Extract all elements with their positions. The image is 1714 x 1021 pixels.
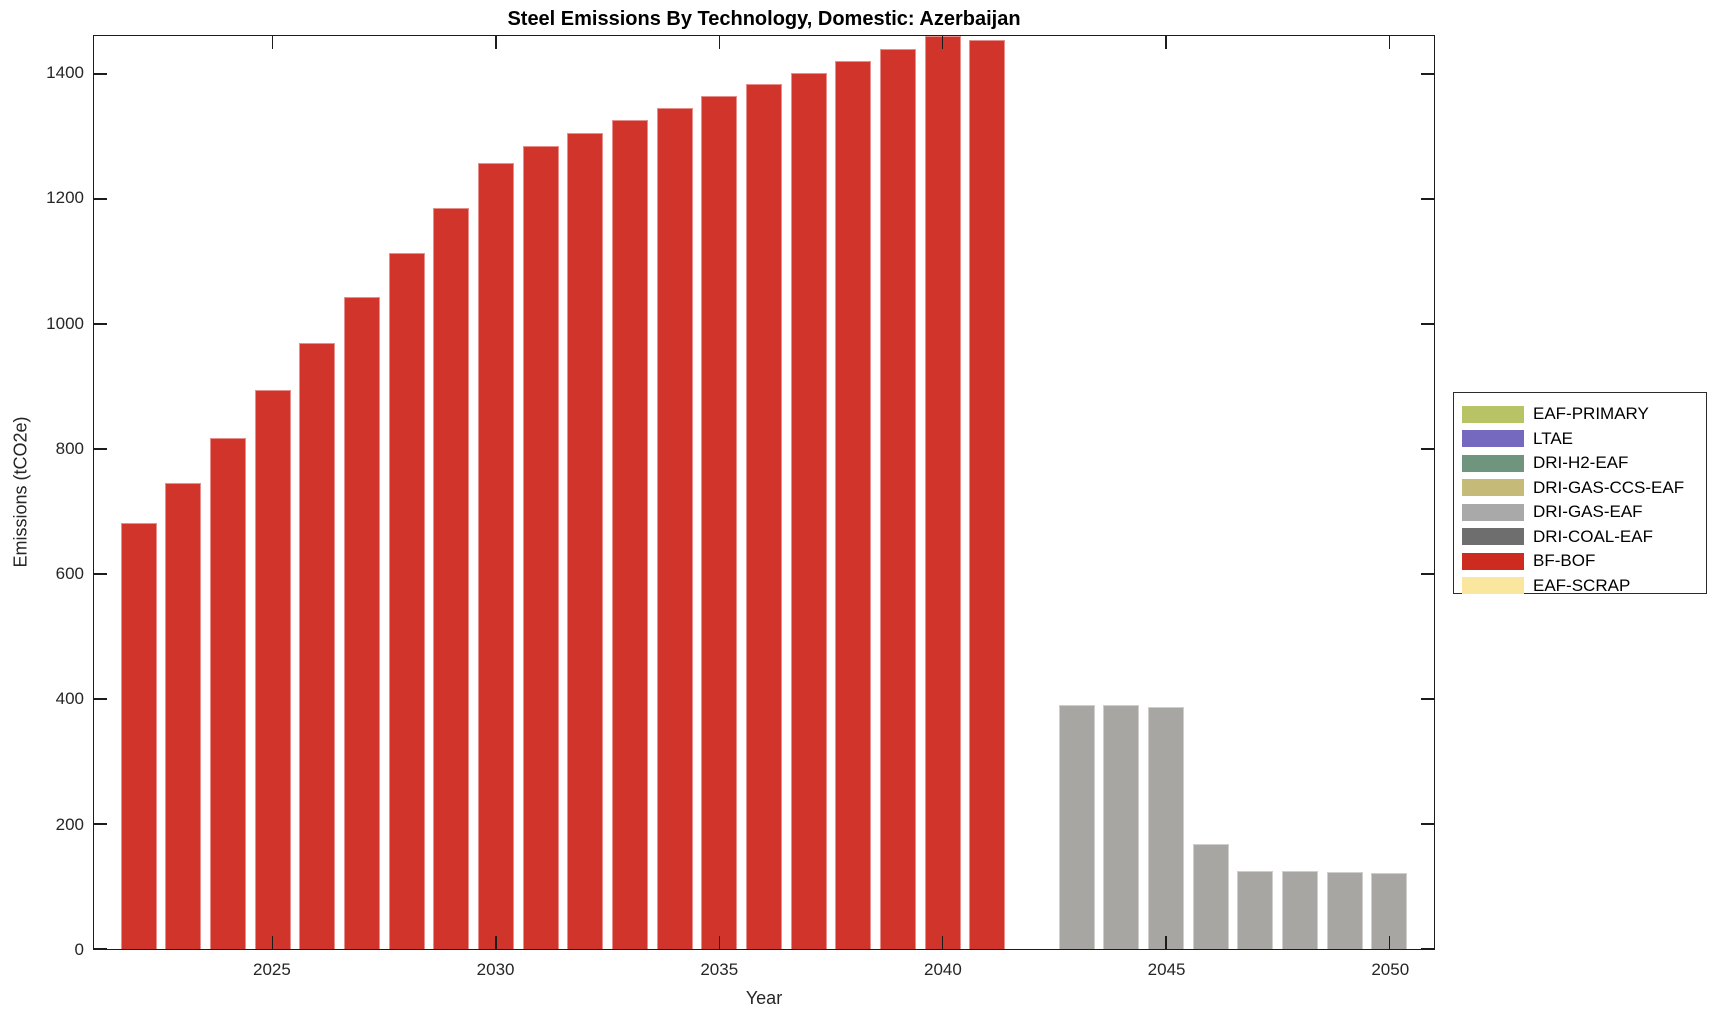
legend-label: EAF-PRIMARY (1533, 404, 1649, 424)
bar-DRI-GAS-EAF-2050 (1371, 873, 1408, 949)
y-tick (94, 823, 107, 825)
x-tick (495, 936, 497, 949)
y-tick-label: 1000 (46, 313, 84, 333)
y-tick (94, 198, 107, 200)
x-tick (718, 936, 721, 949)
chart-title: Steel Emissions By Technology, Domestic:… (507, 8, 1021, 30)
bar-BF-BOF-2039 (880, 49, 916, 949)
bar-DRI-GAS-EAF-2047 (1237, 870, 1274, 949)
legend-swatch (1462, 454, 1524, 472)
legend-label: DRI-H2-EAF (1533, 453, 1629, 473)
legend-item: EAF-PRIMARY (1462, 402, 1706, 427)
bar-BF-BOF-2038 (835, 61, 872, 949)
y-tick (94, 448, 107, 450)
bar-DRI-GAS-EAF-2049 (1326, 872, 1363, 949)
legend-item: DRI-H2-EAF (1462, 451, 1706, 476)
legend-label: EAF-SCRAP (1533, 575, 1631, 595)
y-tick (1421, 948, 1434, 950)
x-tick-label: 2040 (924, 960, 962, 979)
bar-DRI-GAS-EAF-2043 (1058, 704, 1095, 949)
legend-label: BF-BOF (1533, 551, 1596, 571)
y-tick-label: 600 (55, 564, 84, 584)
legend-item: LTAE (1462, 427, 1706, 452)
legend-swatch (1462, 479, 1524, 497)
bar-BF-BOF-2027 (344, 296, 380, 949)
x-tick (1388, 36, 1391, 49)
x-tick (271, 936, 274, 949)
x-tick (1165, 36, 1167, 49)
y-tick (1421, 823, 1434, 825)
y-tick (1421, 73, 1434, 75)
bar-BF-BOF-2025 (254, 390, 291, 949)
y-tick (94, 948, 107, 950)
y-tick-label: 200 (55, 814, 84, 834)
bar-DRI-GAS-EAF-2048 (1282, 870, 1318, 949)
x-tick (1388, 936, 1391, 949)
x-tick-label: 2035 (700, 960, 739, 979)
legend-item: DRI-GAS-EAF (1462, 500, 1706, 525)
y-tick (94, 698, 107, 700)
legend: EAF-PRIMARY LTAE DRI-H2-EAF DRI-GAS-CCS-EAF… (1453, 392, 1707, 595)
y-tick (1421, 573, 1434, 575)
bar-BF-BOF-2034 (656, 107, 693, 949)
y-tick (1421, 448, 1434, 450)
x-tick (271, 36, 274, 49)
legend-swatch (1462, 503, 1524, 521)
legend-label: DRI-GAS-EAF (1533, 502, 1643, 522)
legend-item: DRI-GAS-CCS-EAF (1462, 476, 1706, 501)
bar-BF-BOF-2028 (388, 252, 425, 949)
legend-swatch (1462, 552, 1524, 570)
x-tick (941, 36, 944, 49)
legend-swatch (1462, 528, 1524, 546)
bar-BF-BOF-2032 (567, 132, 604, 949)
y-tick (94, 73, 107, 75)
bar-BF-BOF-2035 (701, 96, 738, 949)
bar-BF-BOF-2029 (433, 207, 470, 949)
legend-swatch (1462, 430, 1524, 448)
legend-label: DRI-COAL-EAF (1533, 526, 1653, 546)
bar-BF-BOF-2041 (969, 40, 1006, 949)
legend-item: BF-BOF (1462, 549, 1706, 574)
x-tick-label: 2025 (253, 960, 291, 979)
bar-DRI-GAS-EAF-2046 (1192, 844, 1229, 949)
bar-BF-BOF-2037 (790, 72, 827, 949)
bar-BF-BOF-2023 (165, 483, 202, 949)
y-tick-label: 1200 (46, 188, 84, 208)
bar-BF-BOF-2030 (478, 162, 514, 949)
x-tick-label: 2030 (476, 960, 515, 979)
x-tick-label: 2045 (1147, 960, 1186, 979)
y-tick-label: 400 (55, 689, 84, 709)
legend-item: EAF-SCRAP (1462, 574, 1706, 599)
bar-BF-BOF-2024 (210, 438, 246, 949)
legend-label: DRI-GAS-CCS-EAF (1533, 477, 1685, 497)
bar-BF-BOF-2033 (612, 119, 648, 949)
legend-swatch (1462, 577, 1524, 595)
y-tick-label: 0 (74, 940, 84, 959)
x-tick (1165, 936, 1167, 949)
y-tick (1421, 698, 1434, 700)
bar-BF-BOF-2031 (522, 146, 559, 949)
y-tick (1421, 198, 1434, 200)
x-tick-label: 2050 (1371, 960, 1410, 979)
bar-DRI-GAS-EAF-2044 (1103, 705, 1140, 949)
y-tick (94, 323, 107, 325)
y-tick (1421, 323, 1434, 325)
bar-DRI-GAS-EAF-2045 (1148, 706, 1184, 949)
x-tick (941, 936, 944, 949)
x-tick (718, 36, 721, 49)
x-tick (495, 36, 497, 49)
bar-BF-BOF-2026 (299, 342, 336, 949)
bar-BF-BOF-2036 (746, 84, 782, 949)
bar-BF-BOF-2022 (120, 522, 157, 949)
y-tick (94, 573, 107, 575)
bar-BF-BOF-2040 (924, 36, 961, 949)
y-tick-label: 800 (55, 438, 84, 458)
legend-swatch (1462, 405, 1524, 423)
y-tick-label: 1400 (46, 63, 84, 83)
legend-item: DRI-COAL-EAF (1462, 525, 1706, 550)
plot-area (93, 35, 1435, 950)
legend-label: LTAE (1533, 428, 1573, 448)
x-axis-label: Year (745, 988, 783, 1008)
